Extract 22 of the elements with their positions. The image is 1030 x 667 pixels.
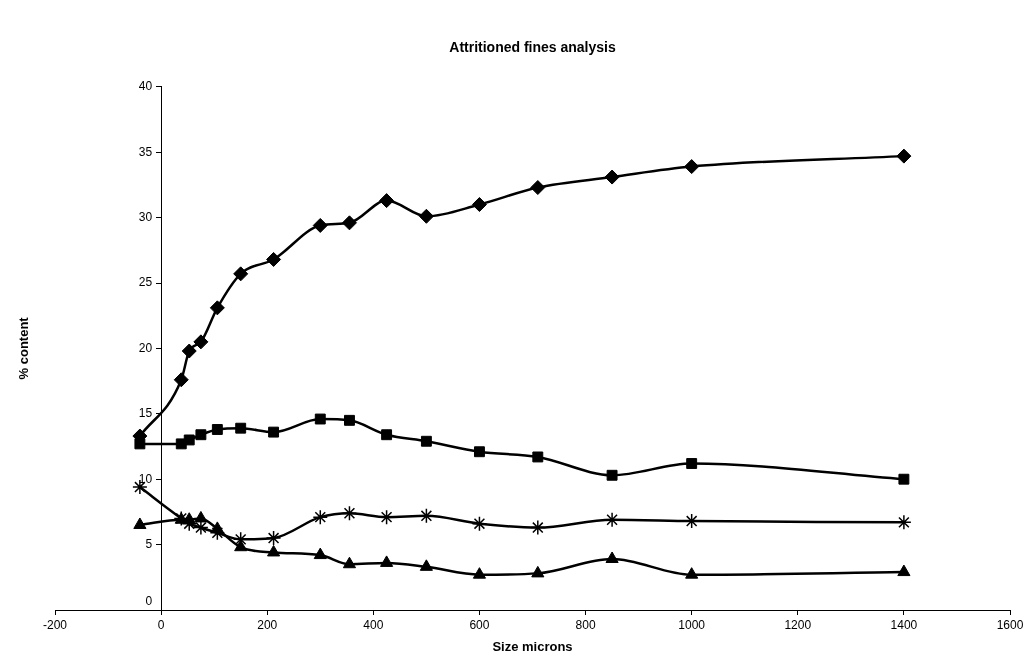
y-tick-label: 40 [138,79,153,94]
x-tick-label: 800 [575,617,596,632]
x-tick-label: 1400 [890,617,918,632]
chart-title: Attritioned fines analysis [449,39,616,56]
x-tick-label: 400 [363,617,384,632]
y-tick-label: 15 [138,406,153,421]
x-tick-label: 0 [157,617,165,632]
y-tick-label: 25 [138,275,153,290]
x-tick-label: 1000 [678,617,706,632]
x-tick-label: -200 [42,617,68,632]
y-tick-label: 10 [138,471,153,486]
y-tick-label: 30 [138,209,153,224]
y-axis-title: % content [15,316,31,380]
y-tick-label: 20 [138,340,153,355]
x-tick-label: 1200 [784,617,812,632]
x-tick-label: 1600 [996,617,1024,632]
x-axis-title: Size microns [492,638,573,654]
x-tick-label: 200 [257,617,278,632]
y-tick-label: 0 [145,594,153,609]
y-tick-label: 35 [138,144,153,159]
y-tick-label: 5 [145,536,153,551]
x-tick-label: 600 [469,617,490,632]
